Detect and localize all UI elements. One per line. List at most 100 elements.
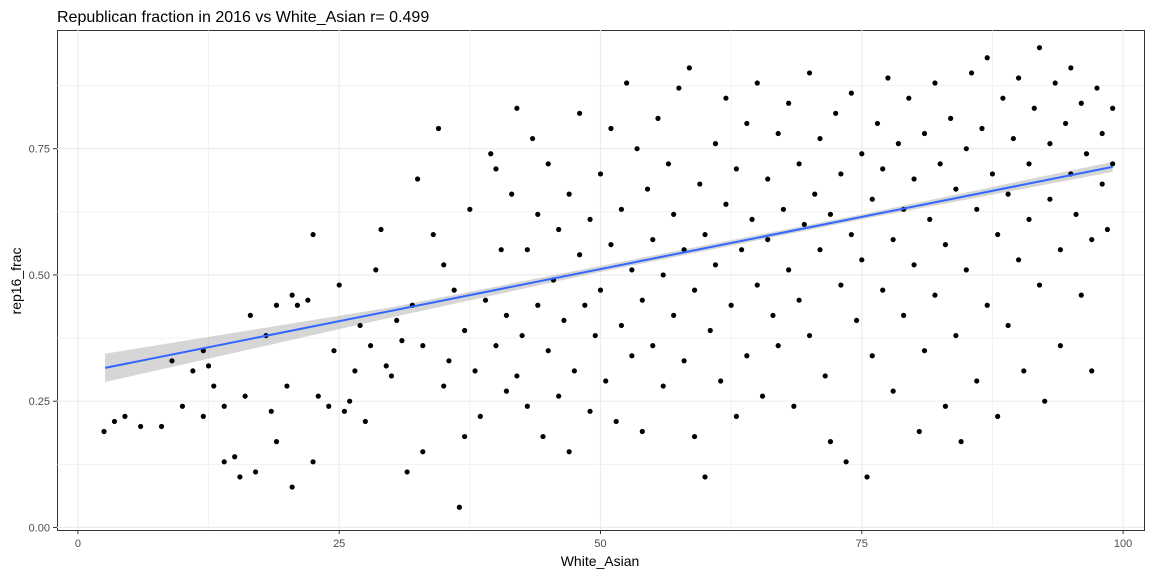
- data-point: [691, 433, 698, 440]
- data-point: [995, 231, 1001, 238]
- data-point: [305, 297, 311, 303]
- data-point: [948, 115, 954, 121]
- data-point: [916, 428, 922, 435]
- data-point: [739, 247, 745, 253]
- data-point: [885, 75, 891, 81]
- x-axis-ticks: 0 25 50 75 100: [75, 530, 1132, 550]
- data-point: [921, 130, 928, 137]
- data-point: [315, 393, 321, 399]
- data-point: [624, 80, 630, 86]
- data-point: [467, 206, 473, 212]
- data-point: [618, 206, 625, 212]
- data-point: [310, 459, 316, 465]
- data-point: [733, 166, 739, 172]
- data-point: [644, 186, 651, 192]
- data-point: [958, 439, 964, 445]
- data-point: [414, 176, 421, 182]
- data-point: [289, 484, 295, 490]
- data-point: [1057, 343, 1063, 349]
- data-point: [420, 449, 426, 455]
- data-point: [477, 413, 483, 419]
- data-point: [1063, 120, 1069, 127]
- data-point: [1078, 292, 1084, 298]
- data-point: [430, 231, 436, 238]
- data-point: [921, 348, 928, 354]
- data-point: [806, 70, 813, 76]
- data-point: [639, 297, 645, 303]
- data-point: [1005, 191, 1011, 197]
- data-point: [498, 247, 504, 253]
- data-point: [650, 343, 656, 349]
- data-point: [205, 363, 212, 369]
- data-point: [582, 302, 588, 308]
- data-point: [634, 146, 640, 152]
- data-point: [556, 393, 562, 399]
- data-point: [561, 317, 567, 324]
- data-point: [848, 90, 854, 96]
- data-point: [1036, 282, 1043, 288]
- data-point: [1000, 95, 1006, 101]
- fit-line: [104, 165, 1113, 369]
- data-point: [853, 317, 860, 324]
- y-tick-label: 0.75: [29, 144, 50, 156]
- data-point: [728, 302, 734, 308]
- data-point: [1052, 80, 1058, 86]
- data-point: [519, 332, 525, 339]
- data-point: [733, 413, 739, 419]
- data-point: [718, 378, 724, 384]
- data-point: [838, 282, 844, 288]
- data-point: [1031, 105, 1037, 111]
- data-point: [712, 141, 719, 147]
- x-tick-label: 50: [594, 538, 606, 550]
- data-point: [488, 151, 494, 157]
- data-point: [493, 166, 499, 172]
- data-point: [942, 242, 949, 248]
- data-point: [179, 403, 186, 409]
- data-point: [974, 378, 980, 384]
- data-point: [592, 332, 598, 339]
- data-point: [859, 151, 865, 157]
- data-point: [723, 95, 729, 101]
- data-point: [911, 262, 917, 268]
- data-point: [446, 358, 452, 364]
- data-point: [1110, 105, 1116, 111]
- data-point: [963, 267, 969, 273]
- data-point: [373, 267, 379, 273]
- data-point: [540, 433, 546, 440]
- data-point: [723, 201, 729, 207]
- data-point: [827, 211, 834, 217]
- data-point: [859, 257, 865, 263]
- data-point: [671, 312, 677, 318]
- data-point: [822, 373, 828, 379]
- data-point: [556, 226, 562, 233]
- data-point: [472, 368, 478, 374]
- data-point: [786, 100, 792, 106]
- data-point: [1015, 75, 1022, 81]
- data-point: [796, 161, 802, 167]
- chart-title: Republican fraction in 2016 vs White_Asi…: [57, 9, 429, 26]
- data-point: [1068, 65, 1074, 71]
- data-point: [639, 428, 645, 435]
- data-point: [509, 191, 515, 197]
- data-point: [462, 433, 468, 440]
- data-point: [817, 135, 823, 142]
- data-point: [801, 221, 807, 228]
- data-point: [200, 413, 206, 419]
- data-point: [273, 302, 280, 308]
- data-point: [979, 125, 985, 132]
- data-point: [942, 403, 949, 409]
- data-point: [650, 236, 656, 243]
- data-point: [493, 343, 499, 349]
- data-point: [880, 166, 886, 172]
- data-point: [1073, 211, 1079, 217]
- data-point: [812, 191, 818, 197]
- data-points: [101, 45, 1116, 510]
- data-point: [1005, 322, 1011, 329]
- data-point: [707, 327, 713, 334]
- data-point: [874, 120, 881, 127]
- data-point: [576, 252, 583, 258]
- data-point: [404, 469, 410, 475]
- data-point: [1110, 161, 1116, 167]
- data-point: [786, 267, 792, 273]
- data-point: [1047, 196, 1053, 202]
